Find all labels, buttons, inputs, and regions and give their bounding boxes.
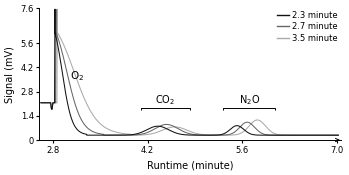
Text: $\mathregular{CO_2}$: $\mathregular{CO_2}$ [155,93,175,107]
Text: $\mathregular{O_2}$: $\mathregular{O_2}$ [70,69,84,83]
Legend: 2.3 minute, 2.7 minute, 3.5 minute: 2.3 minute, 2.7 minute, 3.5 minute [277,11,338,43]
Text: $\mathregular{N_2O}$: $\mathregular{N_2O}$ [239,93,260,107]
Y-axis label: Signal (mV): Signal (mV) [5,46,15,103]
X-axis label: Runtime (minute): Runtime (minute) [147,160,233,170]
